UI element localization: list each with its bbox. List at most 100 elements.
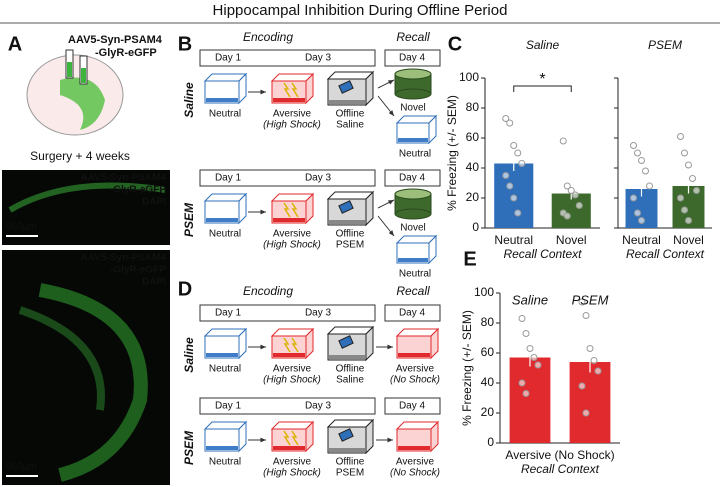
label: (High Shock) <box>263 468 321 479</box>
day-bar <box>199 397 376 415</box>
label: PSEM <box>648 38 682 52</box>
data-point <box>586 345 594 352</box>
day-bar <box>199 49 376 67</box>
cage-front <box>396 335 432 359</box>
data-point <box>630 142 637 149</box>
data-point <box>630 194 637 202</box>
data-point <box>510 194 518 202</box>
label: 60 <box>466 130 480 144</box>
data-point <box>506 182 514 190</box>
label: 100 <box>459 70 479 84</box>
cage-front <box>204 335 240 359</box>
shock <box>291 202 299 218</box>
day-bar <box>199 304 376 322</box>
bar <box>509 357 551 443</box>
data-point <box>514 149 522 157</box>
label: Neutral <box>399 269 431 280</box>
day-bar <box>199 169 376 187</box>
day-bar <box>384 49 441 67</box>
data-point <box>514 209 522 217</box>
data-point <box>502 115 510 122</box>
data-point <box>506 119 514 127</box>
cage-floor <box>329 100 365 104</box>
cage-floor <box>398 258 428 262</box>
label: 40 <box>481 375 495 389</box>
label: Day 1 <box>215 401 242 412</box>
data-point <box>590 357 598 364</box>
label: Day 4 <box>399 53 426 64</box>
data-point <box>646 182 653 190</box>
data-point <box>522 390 530 397</box>
label: Aversive <box>273 109 312 120</box>
label: Offline <box>336 457 365 468</box>
label: E <box>463 248 476 270</box>
cage-front <box>271 80 307 104</box>
label: 40 <box>466 160 480 174</box>
label: -GlyR-eGFP <box>95 47 157 59</box>
data-point <box>677 194 684 202</box>
cage-top <box>326 326 375 335</box>
data-point <box>530 354 538 361</box>
cage-floor <box>329 448 365 452</box>
cage-floor <box>398 353 430 357</box>
label: Day 3 <box>305 173 332 184</box>
data-point <box>634 209 641 217</box>
label: Novel <box>400 223 426 234</box>
bar <box>569 362 611 443</box>
data-point <box>522 330 530 337</box>
label: Neutral <box>209 457 241 468</box>
data-point <box>567 187 575 194</box>
cage-front <box>271 200 307 224</box>
arrow-head <box>260 89 266 95</box>
cage-front <box>271 428 307 452</box>
label: Saline <box>182 82 196 118</box>
data-point <box>638 217 645 224</box>
data-point <box>689 175 696 182</box>
label: Encoding <box>243 284 293 298</box>
label: AAV5-Syn-PSAM4 <box>68 34 163 46</box>
label: Saline <box>512 292 548 307</box>
data-point <box>582 312 590 319</box>
label: (High Shock) <box>263 120 321 131</box>
data-point <box>681 149 688 157</box>
label: -GlyR-eGFP <box>110 265 166 276</box>
cage-floor <box>206 218 238 222</box>
label: Day 1 <box>215 53 242 64</box>
figure-title: Hippocampal Inhibition During Offline Pe… <box>213 2 508 19</box>
data-point <box>563 182 571 190</box>
data-point <box>518 160 526 167</box>
label: Neutral <box>399 149 431 160</box>
label: Neutral <box>209 109 241 120</box>
shock <box>283 82 291 98</box>
label: Aversive <box>273 229 312 240</box>
cage-top <box>326 71 375 80</box>
label: 60 <box>481 345 495 359</box>
shock <box>283 337 291 353</box>
label: Saline <box>336 120 364 131</box>
arrow-head <box>387 344 393 350</box>
label: Day 4 <box>399 173 426 184</box>
label: DAPI <box>142 277 166 288</box>
label: Offline <box>336 364 365 375</box>
label: Saline <box>336 375 364 386</box>
cage-front <box>204 428 240 452</box>
data-point <box>582 409 590 417</box>
day-bar <box>384 397 441 415</box>
label: Novel <box>556 233 587 247</box>
label: Recall <box>396 284 430 298</box>
cage-floor <box>206 446 238 450</box>
arrow-head <box>260 344 266 350</box>
label: 80 <box>481 315 495 329</box>
data-point <box>502 172 510 179</box>
label: 20 <box>466 190 480 204</box>
cage-top <box>326 191 375 200</box>
cage-floor <box>273 353 305 357</box>
novel-bottom <box>394 88 432 100</box>
label: DAPI <box>142 197 166 208</box>
label: PSEM <box>336 468 364 479</box>
label: 500µm <box>6 222 37 233</box>
label: A <box>8 33 22 55</box>
novel-top <box>394 68 432 80</box>
significance-bracket <box>513 85 572 92</box>
data-point <box>571 191 579 199</box>
